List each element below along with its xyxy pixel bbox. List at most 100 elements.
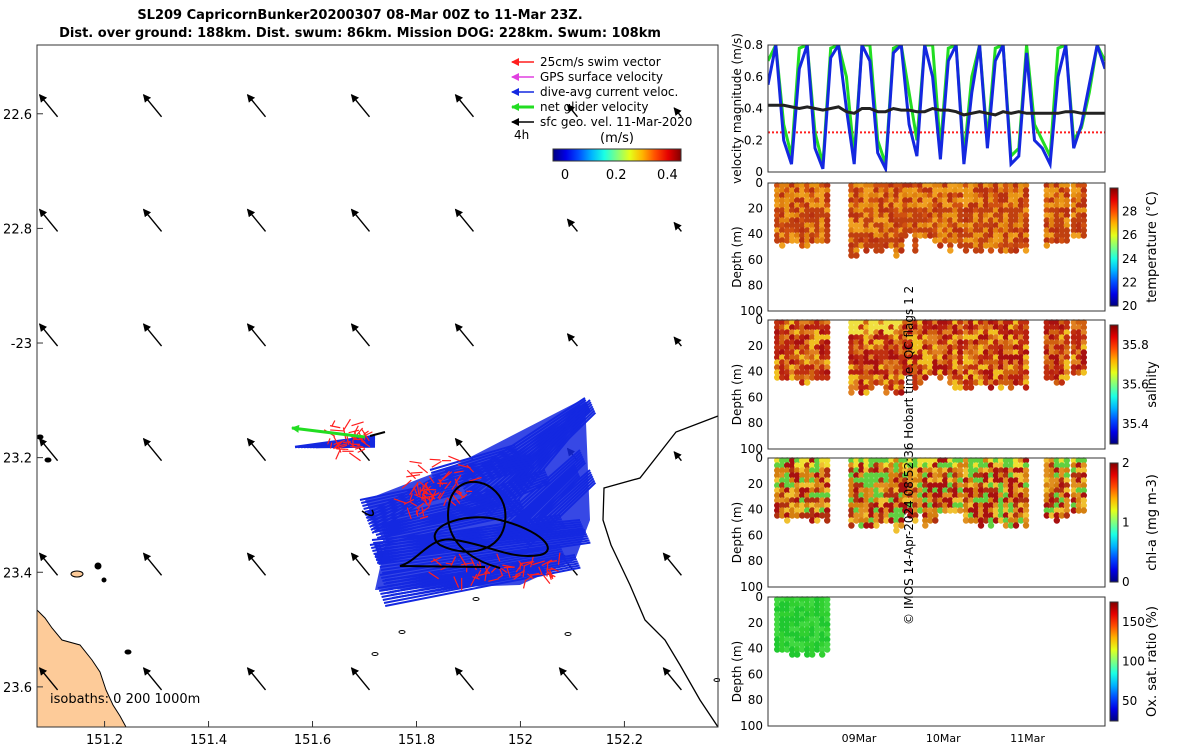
- chl-a-sample: [997, 482, 1005, 489]
- salinity-sample: [992, 329, 1000, 336]
- chl-a-sample: [982, 497, 990, 504]
- salinity-sample: [1058, 334, 1065, 341]
- temperature-sample: [1053, 192, 1060, 199]
- salinity-sample: [1002, 379, 1010, 386]
- chl-a-sample: [858, 472, 865, 479]
- chl-a-sample: [1048, 477, 1055, 484]
- swim-vector: [445, 562, 453, 565]
- oxygen-sample: [824, 626, 831, 633]
- swim-vector: [431, 460, 442, 468]
- temperature-sample: [883, 202, 890, 209]
- swim-vector: [356, 444, 366, 449]
- temperature-sample: [947, 232, 954, 239]
- salinity-sample: [774, 329, 781, 336]
- temperature-sample: [774, 207, 781, 214]
- chl-a-sample: [982, 467, 990, 474]
- chl-a-sample: [1053, 462, 1060, 469]
- oxygen-sample: [814, 636, 821, 643]
- chl-a-sample: [1063, 487, 1070, 494]
- chl-a-sample: [962, 462, 970, 469]
- chl-a-sample: [784, 467, 791, 474]
- temperature-sample: [932, 207, 939, 214]
- date-tick-label: 09Mar: [842, 732, 877, 745]
- chl-a-sample: [1075, 457, 1082, 464]
- temperature-sample: [873, 212, 880, 219]
- temperature-sample: [957, 202, 964, 209]
- x-tick-label: 151.4: [190, 733, 227, 748]
- salinity-sample: [883, 364, 890, 371]
- salinity-sample: [779, 364, 786, 371]
- chl-a-sample: [942, 467, 949, 474]
- chl-a-sample: [942, 492, 949, 499]
- salinity-sample: [1002, 339, 1010, 346]
- salinity-sample: [824, 359, 831, 366]
- chl-a-sample: [917, 472, 924, 479]
- oxygen-colorbar: [1109, 601, 1119, 722]
- chl-a-sample: [1053, 482, 1060, 489]
- salinity-sample: [972, 329, 980, 336]
- temperature-sample: [824, 202, 831, 209]
- chl-a-colorbar-label: chl-a (mg m-3): [1145, 474, 1160, 571]
- chl-a-sample: [922, 472, 929, 479]
- salinity-sample: [893, 339, 900, 346]
- salinity-sample: [997, 329, 1005, 336]
- chl-a-sample: [1012, 472, 1020, 479]
- salinity-sample: [779, 319, 786, 326]
- chl-a-sample: [804, 467, 811, 474]
- chl-a-sample: [819, 507, 826, 514]
- depth-tick-label: 80: [748, 278, 763, 292]
- chl-a-sample: [888, 517, 895, 524]
- temperature-sample: [987, 237, 995, 244]
- geo-velocity-vector: [350, 667, 371, 691]
- salinity-sample: [1080, 339, 1087, 346]
- salinity-sample: [947, 324, 954, 331]
- temperature-sample: [902, 227, 909, 234]
- chl-a-sample: [962, 477, 970, 484]
- temperature-sample: [794, 222, 801, 229]
- chl-a-sample: [937, 487, 944, 494]
- salinity-sample: [888, 379, 895, 386]
- temperature-sample: [1058, 227, 1065, 234]
- temperature-sample: [1007, 187, 1015, 194]
- temperature-sample: [868, 212, 875, 219]
- salinity-sample: [1075, 344, 1082, 351]
- chl-a-sample: [902, 457, 909, 464]
- chl-a-sample: [1063, 497, 1070, 504]
- temperature-sample: [1070, 217, 1077, 224]
- temperature-sample: [982, 202, 990, 209]
- temperature-sample: [848, 252, 855, 259]
- salinity-sample: [1017, 339, 1025, 346]
- temperature-sample: [848, 222, 855, 229]
- chl-a-sample: [1053, 472, 1060, 479]
- temperature-sample: [1080, 227, 1087, 234]
- chl-a-sample: [902, 467, 909, 474]
- temperature-sample: [997, 222, 1005, 229]
- salinity-sample: [888, 369, 895, 376]
- chl-a-sample: [878, 497, 885, 504]
- chl-a-colorbar: [1109, 462, 1119, 583]
- salinity-sample: [878, 334, 885, 341]
- salinity-sample: [858, 319, 865, 326]
- oxygen-sample: [809, 651, 816, 658]
- temperature-sample: [873, 237, 880, 244]
- swim-vector: [451, 483, 457, 490]
- depth-tick-label: 0: [755, 176, 763, 190]
- chl-a-sample: [937, 477, 944, 484]
- swim-vector: [550, 560, 558, 563]
- temperature-sample: [952, 187, 959, 194]
- chl-a-sample: [868, 512, 875, 519]
- temperature-sample: [858, 222, 865, 229]
- chl-a-sample: [942, 497, 949, 504]
- salinity-sample: [1022, 364, 1030, 371]
- geo-velocity-vector: [350, 93, 371, 118]
- chl-a-sample: [878, 477, 885, 484]
- chl-a-sample: [1012, 462, 1020, 469]
- chl-a-sample: [888, 457, 895, 464]
- chl-a-sample: [858, 467, 865, 474]
- salinity-sample: [814, 349, 821, 356]
- chl-a-sample: [863, 482, 870, 489]
- salinity-sample: [947, 369, 954, 376]
- salinity-sample: [1012, 324, 1020, 331]
- salinity-sample: [947, 349, 954, 356]
- temperature-sample: [957, 242, 964, 249]
